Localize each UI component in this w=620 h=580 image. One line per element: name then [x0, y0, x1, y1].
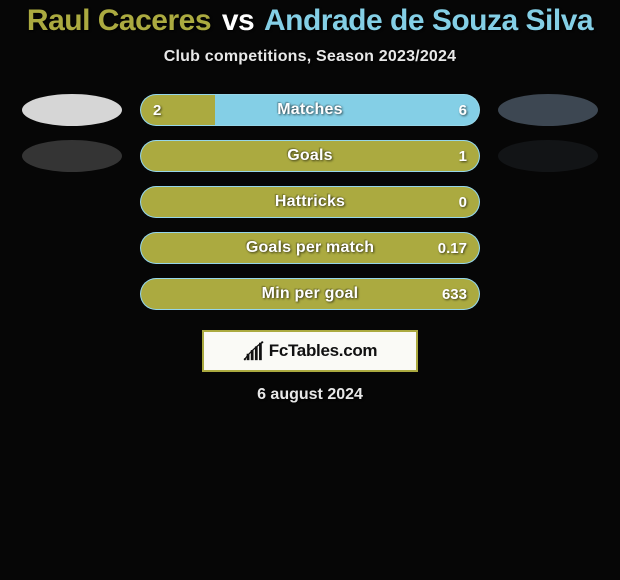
- player2-name: Andrade de Souza Silva: [264, 4, 593, 37]
- stat-row: 0Hattricks: [0, 186, 620, 218]
- player1-name: Raul Caceres: [27, 4, 211, 37]
- stat-label: Goals: [141, 141, 479, 171]
- stat-row: 0.17Goals per match: [0, 232, 620, 264]
- vs-label: vs: [219, 4, 257, 37]
- stat-row: 1Goals: [0, 140, 620, 172]
- stat-label: Matches: [141, 95, 479, 125]
- avatar-spacer: [498, 186, 598, 218]
- page-title: Raul Caceres vs Andrade de Souza Silva: [0, 4, 620, 38]
- avatar-spacer: [498, 278, 598, 310]
- player1-avatar: [22, 94, 122, 126]
- stat-bar: 26Matches: [140, 94, 480, 126]
- player1-avatar: [22, 140, 122, 172]
- stat-row: 26Matches: [0, 94, 620, 126]
- comparison-card: Raul Caceres vs Andrade de Souza Silva C…: [0, 0, 620, 404]
- player2-avatar: [498, 140, 598, 172]
- stat-bar: 0.17Goals per match: [140, 232, 480, 264]
- avatar-spacer: [22, 186, 122, 218]
- stat-label: Hattricks: [141, 187, 479, 217]
- barchart-icon: [243, 340, 265, 362]
- avatar-spacer: [22, 232, 122, 264]
- stat-row: 633Min per goal: [0, 278, 620, 310]
- player2-avatar: [498, 94, 598, 126]
- stat-bar: 1Goals: [140, 140, 480, 172]
- avatar-spacer: [22, 278, 122, 310]
- avatar-spacer: [498, 232, 598, 264]
- stat-label: Goals per match: [141, 233, 479, 263]
- stat-bar: 0Hattricks: [140, 186, 480, 218]
- logo-text: FcTables.com: [269, 341, 378, 361]
- stat-label: Min per goal: [141, 279, 479, 309]
- branding-logo: FcTables.com: [202, 330, 418, 372]
- date-label: 6 august 2024: [0, 386, 620, 404]
- subtitle: Club competitions, Season 2023/2024: [0, 48, 620, 66]
- stat-bar: 633Min per goal: [140, 278, 480, 310]
